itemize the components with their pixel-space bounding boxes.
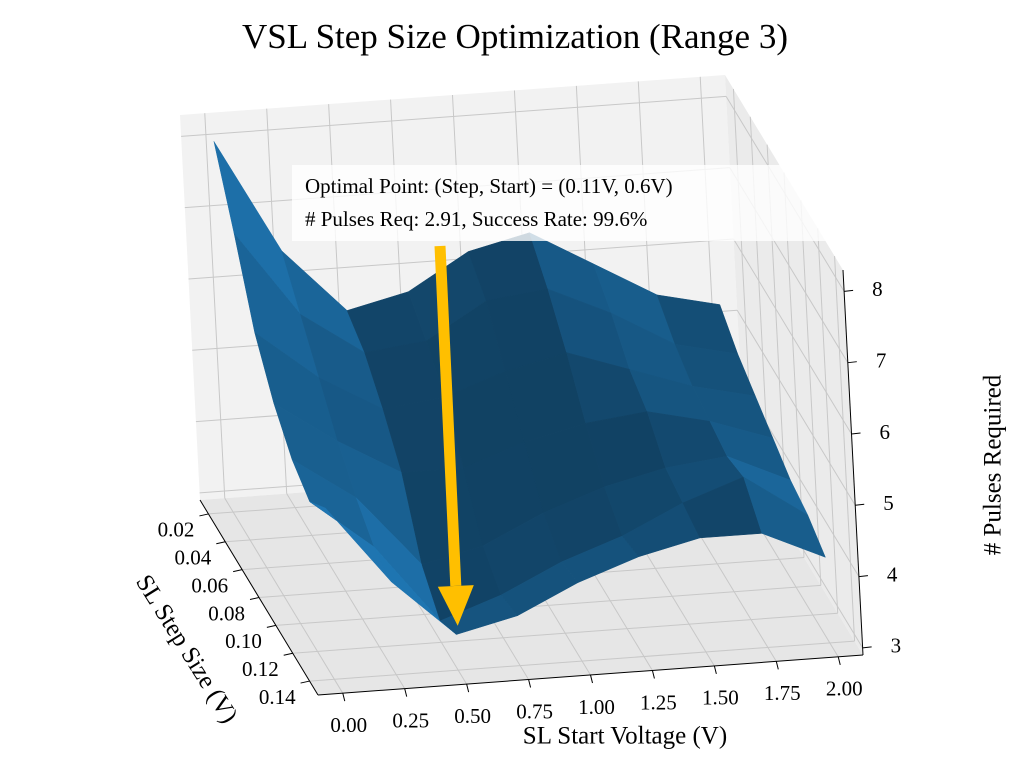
tick-mark [466, 683, 470, 693]
z-tick-label: 6 [880, 420, 891, 444]
tick-mark [266, 624, 276, 628]
x-tick-label: 1.75 [764, 681, 801, 705]
grid-line [309, 640, 855, 682]
z-axis-label: # Pulses Required [980, 374, 1007, 555]
z-tick-label: 5 [883, 491, 894, 515]
x-tick-label: 0.25 [392, 708, 429, 732]
x-tick-label: 0.50 [454, 704, 491, 728]
annotation-text: # Pulses Req: 2.91, Success Rate: 99.6% [305, 207, 647, 231]
annotation-arrow-shaft [434, 245, 462, 587]
tick-mark [342, 693, 346, 702]
chart-title: VSL Step Size Optimization (Range 3) [242, 17, 788, 56]
grid-line [204, 113, 226, 499]
y-tick-label: 0.14 [259, 685, 296, 709]
tick-mark [837, 656, 841, 665]
grid-line [817, 228, 839, 614]
annotation-layer: Optimal Point: (Step, Start) = (0.11V, 0… [292, 165, 855, 626]
grid-line [800, 200, 822, 586]
x-tick-label: 1.00 [578, 695, 615, 719]
y-tick-label: 0.12 [242, 657, 279, 681]
annotation-text: Optimal Point: (Step, Start) = (0.11V, 0… [305, 174, 673, 198]
y-tick-label: 0.02 [158, 518, 195, 542]
tick-mark [300, 680, 310, 684]
tick-mark [855, 503, 865, 506]
axes: 0.00 0.25 0.50 0.75 1.00 1.25 1.50 1.75 2.00 0.02… [158, 269, 902, 737]
grid-line [733, 238, 852, 435]
annotation-arrow-head [437, 585, 474, 626]
annotation-box [292, 165, 855, 241]
y-tick-label: 0.04 [175, 546, 212, 570]
tick-mark [404, 688, 408, 697]
grid-line [736, 310, 856, 506]
tick-mark [233, 569, 243, 573]
y-tick-label: 0.06 [191, 573, 228, 597]
tick-mark [590, 674, 593, 684]
tick-mark [862, 646, 872, 649]
tick-mark [528, 679, 532, 688]
z-tick-label: 3 [891, 634, 902, 658]
axis-line [842, 269, 864, 656]
grid-line [275, 584, 821, 626]
y-tick-label: 0.10 [225, 629, 262, 653]
z-tick-label: 4 [887, 562, 898, 586]
grid-line [181, 95, 727, 137]
surface-face [743, 476, 826, 558]
z-tick-label: 8 [872, 277, 883, 301]
x-axis-label: SL Start Voltage (V) [523, 723, 727, 750]
tick-mark [847, 361, 857, 364]
x-tick-label: 0.75 [516, 699, 553, 723]
y-tick-label: 0.08 [208, 601, 245, 625]
x-tick-label: 2.00 [826, 677, 863, 701]
tick-mark [283, 652, 293, 656]
tick-mark [844, 289, 854, 292]
tick-mark [851, 432, 861, 435]
grid-line [292, 612, 838, 654]
tick-mark [775, 661, 779, 670]
tick-mark [216, 541, 226, 545]
x-tick-label: 0.00 [330, 713, 367, 737]
x-tick-label: 1.50 [702, 686, 739, 710]
tick-mark [713, 665, 717, 675]
tick-mark [651, 670, 655, 679]
tick-mark [858, 575, 868, 578]
surface [213, 141, 826, 635]
grid-line [834, 256, 856, 642]
tick-mark [199, 513, 209, 517]
z-tick-label: 7 [876, 348, 887, 372]
tick-mark [249, 597, 260, 600]
x-tick-label: 1.25 [640, 690, 677, 714]
